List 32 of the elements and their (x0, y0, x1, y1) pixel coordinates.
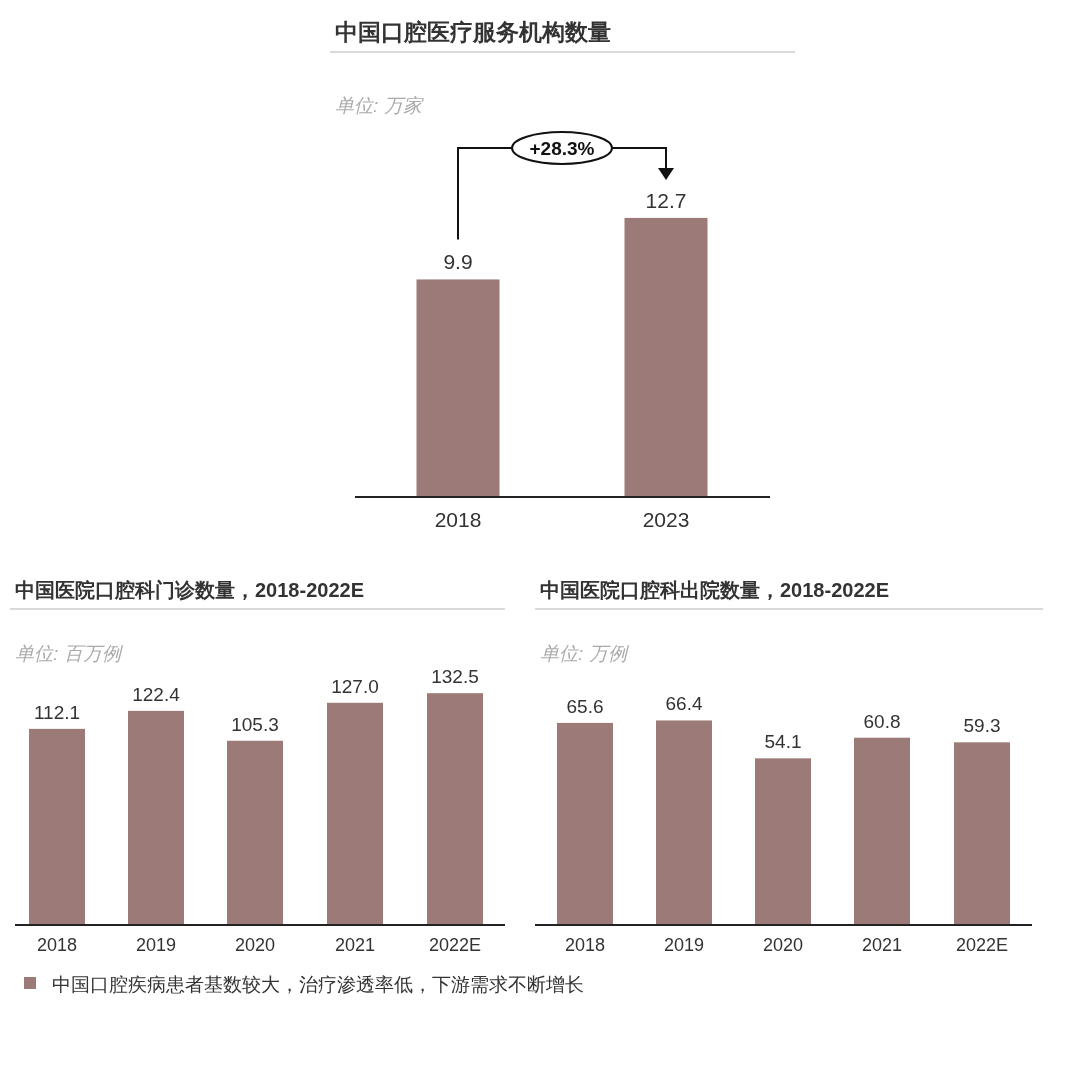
x-tick-label: 2021 (861, 935, 903, 955)
data-label: 9.9 (443, 250, 473, 274)
text: +28.3% (529, 138, 595, 159)
x-tick-label: 2019 (135, 935, 177, 955)
chart-title: 中国医院口腔科门诊数量，2018-2022E (15, 579, 364, 601)
chart-title: 中国医院口腔科出院数量，2018-2022E (540, 579, 889, 601)
data-label: 127.0 (331, 675, 379, 697)
x-tick-label: 2022E (955, 935, 1009, 955)
chart-title: 中国口腔医疗服务机构数量 (335, 19, 611, 45)
data-label: 105.3 (231, 713, 279, 735)
data-label: 66.4 (665, 693, 703, 715)
data-label: 54.1 (764, 731, 802, 753)
x-tick-label: 2022E (428, 935, 482, 955)
x-tick-label: 2019 (663, 935, 705, 955)
chart-subtitle: 单位: 万家 (335, 95, 424, 116)
x-tick-label: 2018 (434, 508, 482, 531)
text: 中国口腔疾病患者基数较大，治疗渗透率低，下游需求不断增长 (52, 974, 584, 995)
x-tick-label: 2018 (564, 935, 606, 955)
data-label: 59.3 (963, 715, 1001, 737)
x-tick-label: 2018 (36, 935, 78, 955)
data-label: 132.5 (431, 666, 479, 688)
data-label: 112.1 (33, 701, 81, 723)
data-label: 122.4 (132, 683, 181, 705)
x-tick-label: 2020 (762, 935, 804, 955)
x-tick-label: 2020 (234, 935, 276, 955)
data-label: 12.7 (645, 188, 687, 212)
data-label: 60.8 (863, 710, 901, 732)
data-label: 65.6 (566, 695, 604, 717)
x-tick-label: 2021 (334, 935, 376, 955)
chart-subtitle: 单位: 万例 (540, 643, 630, 664)
x-tick-label: 2023 (642, 508, 690, 531)
chart-subtitle: 单位: 百万例 (15, 643, 124, 664)
